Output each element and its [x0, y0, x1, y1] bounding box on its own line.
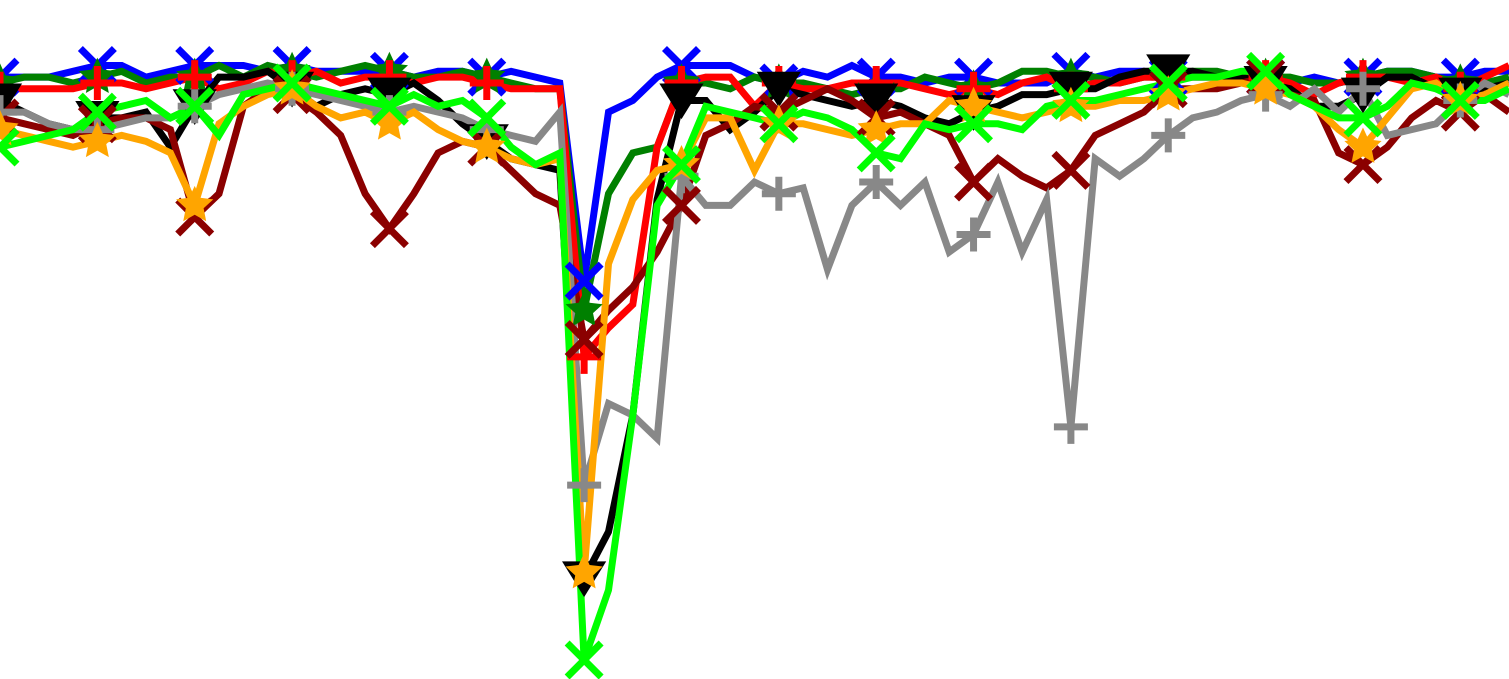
series-8-marker: [954, 104, 994, 144]
series-line-4: [0, 67, 1509, 592]
series-5-marker: [564, 319, 604, 359]
series-8-marker: [1051, 80, 1091, 120]
series-5-marker: [1051, 150, 1091, 190]
series-8-marker: [662, 145, 701, 185]
series-7-marker: [565, 553, 603, 589]
series-8-marker: [1148, 63, 1188, 103]
series-6-marker: [1053, 409, 1088, 444]
series-lines: [0, 61, 1509, 662]
series-5-marker: [662, 185, 701, 225]
series-7-marker: [857, 110, 895, 146]
series-1-marker: [564, 261, 604, 301]
series-4-marker: [854, 83, 899, 120]
series-8-marker: [272, 63, 312, 103]
series-8-marker: [759, 104, 799, 144]
series-3-marker: [80, 65, 115, 100]
series-8-marker: [1343, 98, 1383, 138]
series-8-marker: [175, 86, 215, 126]
series-3-marker: [177, 60, 212, 95]
series-6-marker: [761, 176, 796, 211]
series-3-marker: [567, 339, 602, 374]
series-8-marker: [1246, 51, 1286, 91]
series-7-marker: [176, 185, 214, 222]
series-7-marker: [1247, 69, 1285, 105]
series-6-marker: [956, 217, 991, 252]
series-5-marker: [1343, 145, 1383, 185]
series-6-marker: [567, 468, 602, 503]
series-7-marker: [0, 110, 19, 146]
series-7-marker: [370, 104, 409, 140]
series-8-marker: [369, 86, 409, 126]
series-4-marker: [1146, 54, 1191, 91]
series-6-marker: [1345, 71, 1380, 106]
series-7-marker: [1344, 127, 1382, 163]
series-7-marker: [78, 121, 116, 158]
series-6-marker: [0, 95, 17, 130]
series-line-6: [0, 78, 1509, 487]
series-8-marker: [856, 133, 896, 173]
series-6-marker: [859, 165, 894, 200]
series-6-marker: [1151, 118, 1186, 153]
series-5-marker: [369, 209, 409, 249]
series-7-marker: [468, 127, 506, 163]
series-3-marker: [469, 65, 504, 100]
series-4-marker: [756, 71, 801, 108]
series-8-marker: [564, 640, 604, 679]
series-8-marker: [467, 98, 507, 138]
series-4-marker: [659, 83, 704, 120]
series-4-marker: [0, 83, 23, 120]
series-7-marker: [1149, 75, 1187, 111]
series-5-marker: [954, 162, 994, 202]
series-2-marker: [565, 290, 603, 327]
series-8-marker: [0, 127, 20, 167]
series-8-marker: [1440, 80, 1480, 120]
series-8-marker: [77, 92, 117, 132]
series-markers: [0, 46, 1483, 679]
